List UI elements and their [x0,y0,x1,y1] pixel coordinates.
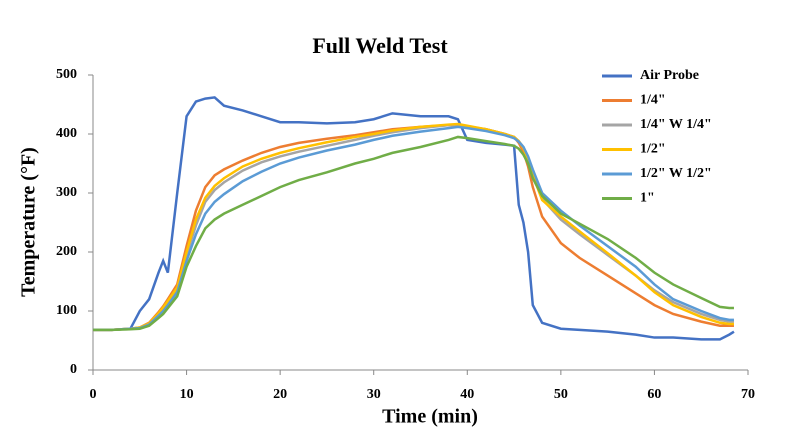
legend-label: 1/4" [640,93,666,108]
y-tick-label: 400 [56,126,77,141]
legend-label: Air Probe [640,68,699,83]
legend-label: 1/2" W 1/2" [640,166,712,181]
data-line [93,96,735,341]
legend-label: 1" [640,191,655,206]
y-axis-label: Temperature (°F) [18,147,40,297]
data-line [93,123,734,332]
y-tick-label: 300 [56,185,77,200]
data-line [93,123,734,332]
x-tick-label: 40 [460,387,474,402]
x-axis-label: Time (min) [382,406,478,428]
legend-label: 1/4" W 1/4" [640,117,712,132]
x-tick-label: 10 [180,387,194,402]
x-tick-label: 50 [554,387,568,402]
x-tick-label: 0 [90,387,97,402]
y-tick-label: 100 [56,303,77,318]
data-line [93,135,734,332]
chart-title: Full Weld Test [312,33,448,58]
x-tick-label: 20 [273,387,287,402]
legend-label: 1/2" [640,142,666,157]
y-tick-label: 0 [70,362,77,377]
data-line [93,122,734,332]
y-tick-label: 200 [56,244,77,259]
x-tick-label: 30 [367,387,381,402]
x-tick-label: 60 [647,387,661,402]
data-line [93,125,734,332]
y-tick-label: 500 [56,67,77,82]
x-tick-label: 70 [741,387,755,402]
